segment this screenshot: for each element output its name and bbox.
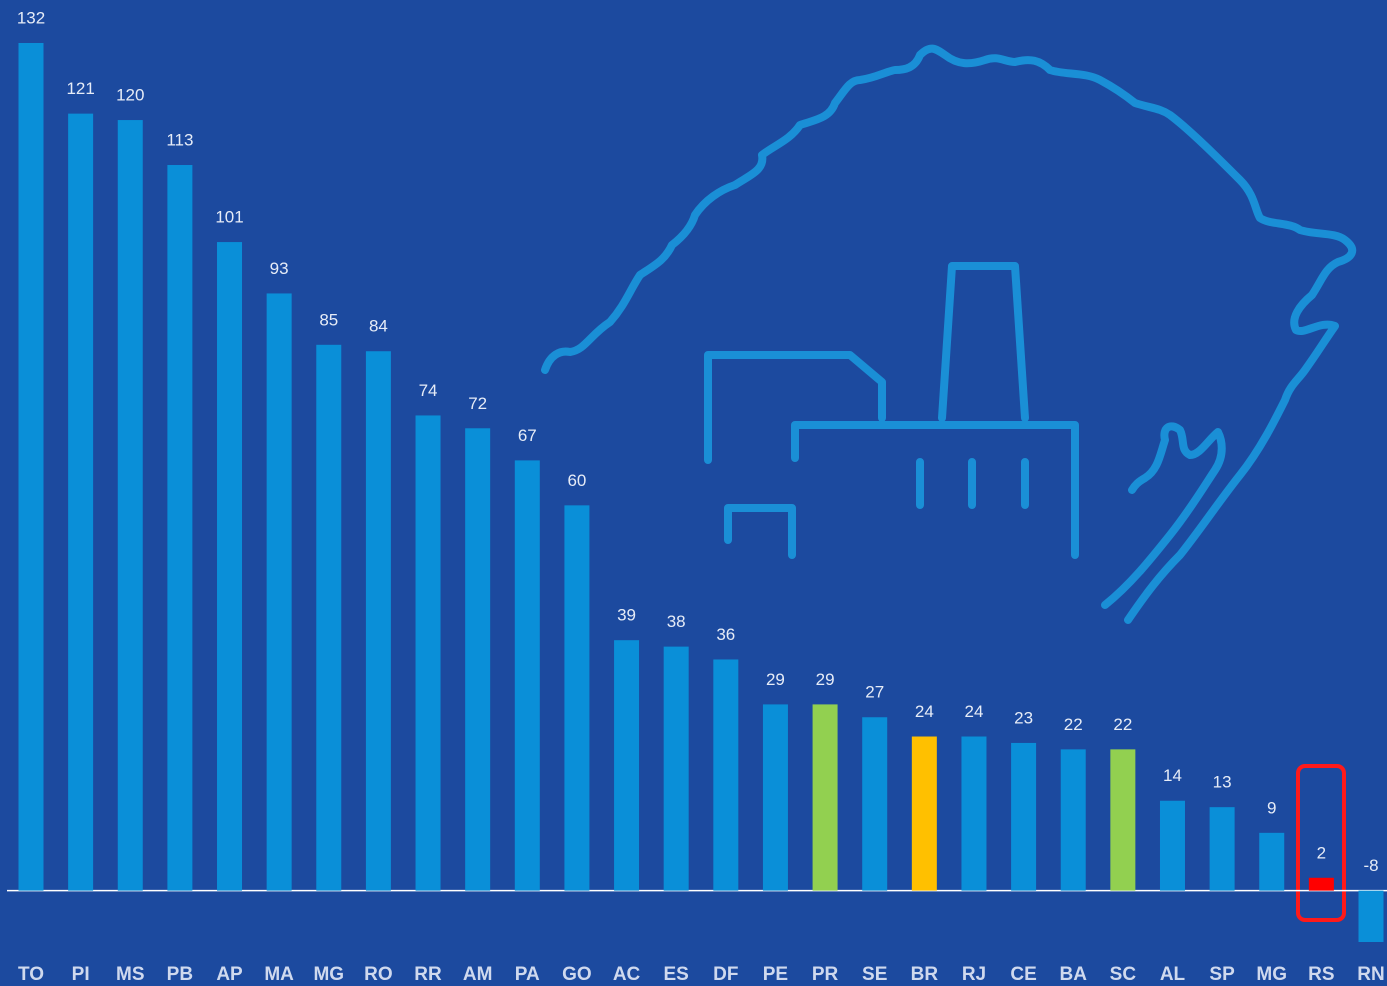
bar [415,415,441,891]
map-inner [1101,422,1226,609]
value-label: 85 [319,310,338,329]
x-tick-label: BA [1059,964,1087,985]
x-tick-label: SP [1209,964,1235,985]
map-outline [541,44,1357,624]
x-tick-label: RN [1357,964,1384,985]
bar [365,351,391,891]
bar [18,43,44,891]
value-label: 13 [1213,773,1232,792]
value-label: 14 [1163,766,1182,785]
value-label: 36 [716,625,735,644]
x-tick-label: PB [167,964,193,985]
x-tick-label: PR [812,964,839,985]
bar [614,640,640,891]
x-tick-label: RS [1308,964,1334,985]
factory [704,262,1079,559]
x-tick-label: TO [18,964,44,985]
bar [266,293,292,891]
x-tick-label: MG [1256,964,1287,985]
x-tick-label: MS [116,964,145,985]
decoration [541,44,1357,624]
value-label: 38 [667,612,686,631]
bar [1358,890,1384,942]
bar [465,428,491,891]
value-label: 121 [66,79,94,98]
value-label: 27 [865,683,884,702]
bar [1259,832,1285,891]
value-label: 24 [915,702,934,721]
value-label: 29 [816,670,835,689]
bar [68,113,94,891]
x-tick-label: SE [862,964,887,985]
value-label: 23 [1014,708,1033,727]
value-label: 113 [166,130,193,149]
x-tick-label: SC [1110,964,1137,985]
bar [564,505,590,891]
x-tick-label: PI [72,964,90,985]
x-tick-label: AL [1160,964,1186,985]
bar [117,120,143,891]
bar [167,165,193,891]
x-tick-label: PE [763,964,788,985]
bar [762,704,788,891]
bar [1011,742,1037,891]
value-label: 93 [270,259,289,278]
value-label: -8 [1363,856,1378,875]
x-tick-label: DF [713,964,738,985]
x-tick-label: CE [1010,964,1036,985]
value-label: 2 [1317,843,1326,862]
value-label: 24 [965,702,984,721]
bar [1110,749,1136,891]
value-label: 39 [617,606,636,625]
x-tick-label: RR [414,964,442,985]
bar [1060,749,1086,891]
x-tick-label: AM [463,964,493,985]
bar [663,646,689,891]
value-label: 132 [17,8,45,27]
highlight-box [1296,764,1346,922]
value-label: 67 [518,426,537,445]
bar [316,344,342,891]
x-tick-label: PA [515,964,540,985]
bar [961,736,987,891]
value-label: 74 [419,381,438,400]
bar [713,659,739,891]
bar [812,704,838,891]
value-label: 22 [1113,715,1132,734]
x-tick-label: AP [216,964,243,985]
value-label: 22 [1064,715,1083,734]
value-label: 72 [468,394,487,413]
x-tick-label: MA [264,964,294,985]
value-label: 60 [567,471,586,490]
bar [217,242,243,891]
value-label: 29 [766,670,785,689]
value-label: 84 [369,317,388,336]
value-label: 9 [1267,798,1276,817]
x-tick-label: ES [664,964,689,985]
x-tick-label: RJ [962,964,986,985]
bar [862,717,888,891]
value-label: 120 [116,86,144,105]
bar [514,460,540,891]
bar [1209,807,1235,891]
x-tick-label: BR [911,964,939,985]
x-tick-label: AC [613,964,641,985]
x-tick-label: GO [562,964,592,985]
x-tick-label: RO [364,964,393,985]
bar [1308,877,1334,891]
bar [911,736,937,891]
bar [1159,800,1185,891]
x-tick-label: MG [313,964,344,985]
value-label: 101 [215,208,243,227]
